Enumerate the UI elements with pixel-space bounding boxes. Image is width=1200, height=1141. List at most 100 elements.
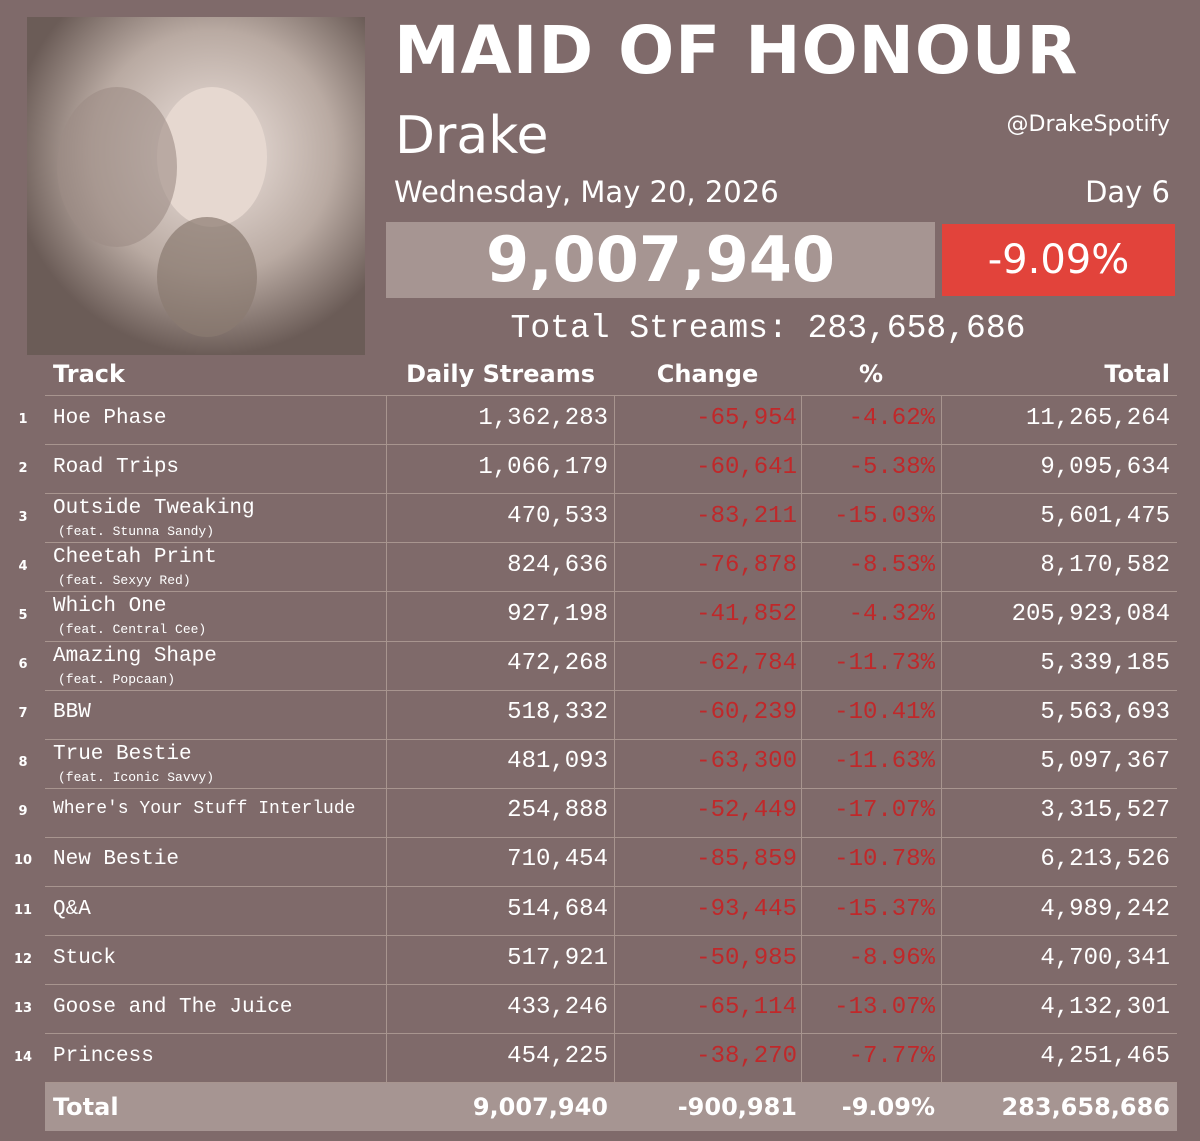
rank: 12 xyxy=(13,951,33,967)
total: 3,315,527 xyxy=(1040,797,1170,825)
date: Wednesday, May 20, 2026 xyxy=(394,175,779,209)
percent: -4.62% xyxy=(848,404,935,432)
track-name: Princess xyxy=(53,1044,154,1068)
percent: -15.37% xyxy=(834,895,935,923)
change: -85,859 xyxy=(696,846,797,874)
day: Day 6 xyxy=(1085,175,1170,209)
change: -38,270 xyxy=(696,1042,797,1070)
total: 9,095,634 xyxy=(1040,453,1170,481)
change: -50,985 xyxy=(696,944,797,972)
column-line xyxy=(614,395,615,1083)
column-header: Change xyxy=(656,360,759,388)
track-name: Stuck xyxy=(53,946,117,970)
daily-streams: 824,636 xyxy=(507,551,608,579)
total-daily: 9,007,940 xyxy=(472,1093,608,1122)
daily-streams: 1,066,179 xyxy=(478,453,608,481)
artist: Drake xyxy=(395,106,549,166)
track-feat: (feat. Sexyy Red) xyxy=(58,573,191,589)
row-line xyxy=(45,640,1177,642)
change: -65,954 xyxy=(696,404,797,432)
column-line xyxy=(386,395,387,1083)
row-line xyxy=(45,787,1177,789)
total-change: -900,981 xyxy=(677,1093,797,1122)
rank: 5 xyxy=(18,607,28,623)
row-line xyxy=(45,444,1177,446)
track-name: Goose and The Juice xyxy=(53,995,293,1019)
total: 8,170,582 xyxy=(1040,551,1170,579)
percent: -10.41% xyxy=(834,699,935,727)
rank: 6 xyxy=(18,657,28,673)
row-line xyxy=(45,395,1177,396)
rank: 3 xyxy=(18,509,28,525)
rank: 9 xyxy=(18,804,28,820)
track-name: Which One xyxy=(53,595,167,619)
percent: -4.32% xyxy=(848,600,935,628)
change: -60,239 xyxy=(696,699,797,727)
total: 4,700,341 xyxy=(1040,944,1170,972)
total-row-bg xyxy=(45,1083,1177,1132)
track-name: BBW xyxy=(53,701,91,725)
column-line xyxy=(941,395,942,1083)
percent: -5.38% xyxy=(848,453,935,481)
change: -62,784 xyxy=(696,650,797,678)
percent: -8.53% xyxy=(848,551,935,579)
track-name: True Bestie xyxy=(53,742,192,766)
change: -52,449 xyxy=(696,797,797,825)
daily-streams: 254,888 xyxy=(507,797,608,825)
total: 11,265,264 xyxy=(1025,404,1170,432)
row-line xyxy=(45,1033,1177,1035)
daily-change: -9.09% xyxy=(942,224,1175,296)
total: 205,923,084 xyxy=(1011,600,1170,628)
track-feat: (feat. Popcaan) xyxy=(58,671,176,687)
daily-streams: 9,007,940 xyxy=(386,222,935,298)
change: -93,445 xyxy=(696,895,797,923)
track-name: Cheetah Print xyxy=(53,546,217,570)
total: 4,989,242 xyxy=(1040,895,1170,923)
handle: @DrakeSpotify xyxy=(1006,112,1170,137)
percent: -7.77% xyxy=(848,1042,935,1070)
track-feat: (feat. Central Cee) xyxy=(58,622,207,638)
change: -60,641 xyxy=(696,453,797,481)
row-line xyxy=(45,836,1177,838)
daily-streams: 454,225 xyxy=(507,1042,608,1070)
daily-streams: 470,533 xyxy=(507,502,608,530)
album-cover xyxy=(27,17,365,355)
total: 5,563,693 xyxy=(1040,699,1170,727)
rank: 13 xyxy=(13,1000,33,1016)
row-line xyxy=(45,738,1177,740)
total: 5,097,367 xyxy=(1040,748,1170,776)
daily-streams: 710,454 xyxy=(507,846,608,874)
daily-streams: 517,921 xyxy=(507,944,608,972)
daily-streams: 481,093 xyxy=(507,748,608,776)
total: 4,132,301 xyxy=(1040,993,1170,1021)
rank: 2 xyxy=(18,460,28,476)
daily-streams: 472,268 xyxy=(507,650,608,678)
daily-streams: 433,246 xyxy=(507,993,608,1021)
track-name: Hoe Phase xyxy=(53,406,167,430)
track-feat: (feat. Stunna Sandy) xyxy=(58,524,215,540)
row-line xyxy=(45,591,1177,593)
rank: 4 xyxy=(18,558,28,574)
change: -41,852 xyxy=(696,600,797,628)
percent: -8.96% xyxy=(848,944,935,972)
percent: -17.07% xyxy=(834,797,935,825)
track-name: Outside Tweaking xyxy=(53,497,255,521)
row-line xyxy=(45,886,1177,887)
daily-streams: 514,684 xyxy=(507,895,608,923)
row-line xyxy=(45,542,1177,544)
total-label: Total xyxy=(53,1093,119,1122)
column-header: % xyxy=(858,360,884,388)
daily-streams: 927,198 xyxy=(507,600,608,628)
track-name: Q&A xyxy=(53,897,91,921)
total: 5,601,475 xyxy=(1040,502,1170,530)
track-name: Road Trips xyxy=(53,455,180,479)
change: -83,211 xyxy=(696,502,797,530)
total-streams: Total Streams: 283,658,686 xyxy=(510,310,1026,347)
row-line xyxy=(45,935,1177,937)
total: 6,213,526 xyxy=(1040,846,1170,874)
percent: -11.63% xyxy=(834,748,935,776)
row-line xyxy=(45,1082,1177,1084)
title: MAID OF HONOUR xyxy=(394,12,1079,89)
total-total: 283,658,686 xyxy=(1001,1093,1170,1122)
